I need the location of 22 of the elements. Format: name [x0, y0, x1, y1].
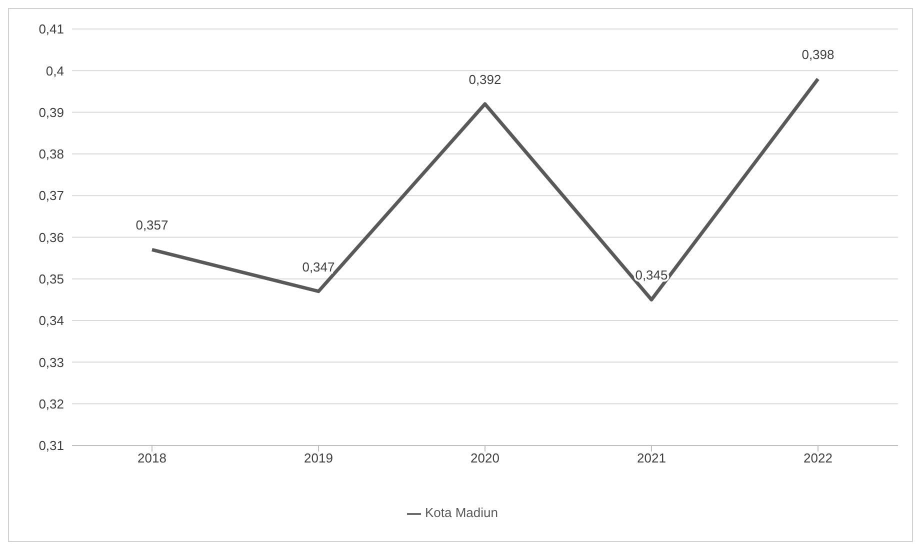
data-label: 0,398 [802, 46, 834, 62]
data-label: 0,357 [136, 218, 168, 233]
data-label: 0,392 [468, 72, 502, 87]
x-tick-label: 2022 [804, 450, 832, 466]
y-tick-label: 0,38 [38, 146, 64, 162]
y-tick-label: 0,36 [38, 230, 64, 245]
x-tick-label: 2021 [637, 450, 666, 466]
y-tick-label: 0,34 [38, 313, 64, 328]
y-tick-label: 0,41 [38, 22, 64, 37]
x-tick-label: 2019 [304, 450, 333, 466]
y-tick-label: 0,39 [38, 104, 64, 120]
data-label: 0,345 [635, 268, 668, 283]
legend-label: Kota Madiun [425, 505, 498, 520]
x-tick-label: 2020 [470, 450, 500, 466]
y-tick-label: 0,4 [46, 63, 64, 78]
y-tick-label: 0,37 [38, 188, 64, 204]
y-tick-label: 0,33 [38, 354, 64, 370]
y-tick-label: 0,35 [38, 271, 64, 286]
y-tick-label: 0,32 [38, 396, 64, 412]
x-tick-label: 2018 [138, 450, 166, 466]
data-label: 0,347 [302, 259, 335, 274]
y-tick-label: 0,31 [38, 438, 64, 454]
